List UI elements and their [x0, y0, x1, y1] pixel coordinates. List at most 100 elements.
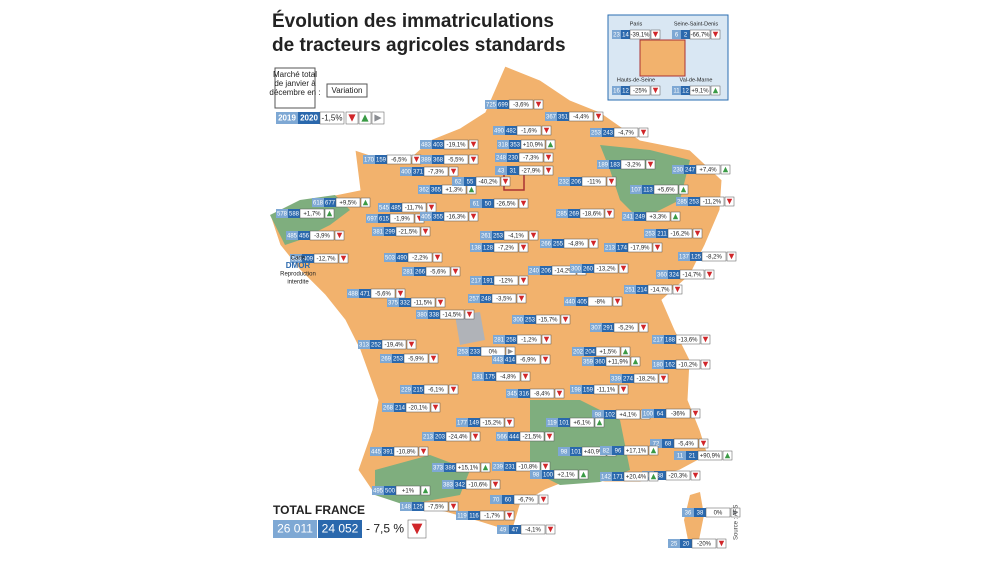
variation: -10,8%: [396, 450, 416, 456]
title-line: de tracteurs agricoles standards: [272, 35, 566, 56]
variation-box: [605, 356, 631, 367]
value-2019: 266: [541, 242, 552, 248]
trend-icon: [680, 186, 687, 193]
value-2019: [630, 185, 642, 194]
variation: -1,2%: [521, 338, 537, 344]
value-2019: [556, 209, 568, 218]
value-2020: 125: [691, 255, 702, 261]
variation: -5,9%: [408, 357, 424, 363]
value-2020: [318, 520, 362, 538]
trend-icon: [535, 101, 542, 108]
logo-text: interdite: [287, 280, 309, 286]
value-2020: 355: [433, 215, 444, 221]
value-2019: [610, 374, 622, 383]
variation: -19,4%: [384, 343, 404, 349]
value-2019: [416, 310, 428, 319]
value-2020: [378, 214, 390, 223]
value-2019: [472, 372, 484, 381]
value-2020: 101: [571, 450, 582, 456]
variation-box: [667, 228, 693, 239]
value-2020: [616, 243, 628, 252]
value-2020: [688, 197, 700, 206]
value-2019: [564, 297, 576, 306]
variation-box: [675, 334, 701, 345]
value-2019: 261: [481, 234, 492, 240]
value-2019: [672, 30, 681, 39]
value-2019: 360: [657, 273, 668, 279]
variation-box: [520, 139, 546, 150]
value-2019: 61: [473, 202, 480, 208]
variation: -19,1%: [446, 143, 466, 149]
value-2019: [442, 480, 454, 489]
logo-text: DMOR: [286, 261, 311, 270]
value-2019: 43: [498, 169, 505, 175]
value-2020: 405: [577, 300, 588, 306]
inset-dept-name: Val-de-Marne: [680, 77, 713, 83]
value-2020: [432, 155, 444, 164]
value-2019: 443: [493, 358, 504, 364]
value-2020: [654, 471, 666, 480]
variation-box: [595, 346, 621, 357]
value-2019: 23: [613, 33, 620, 39]
value-2020: 60: [505, 498, 512, 504]
value-2020: [469, 347, 481, 356]
value-2019: 181: [473, 375, 484, 381]
value-2019: 490: [494, 129, 505, 135]
variation: -21,5%: [398, 230, 418, 236]
trend-icon: [712, 87, 719, 94]
trend-icon: [702, 361, 709, 368]
value-2019: 232: [559, 180, 570, 186]
value-2019: 213: [605, 246, 616, 252]
value-2020: 125: [413, 505, 424, 511]
value-2019: [682, 508, 694, 517]
variation: - 7,5 %: [366, 522, 404, 536]
variation-box: [475, 176, 501, 187]
logo-text: Carte: [291, 256, 306, 262]
variation-box: [705, 507, 731, 518]
value-2020: [576, 297, 588, 306]
trend-icon: [718, 540, 725, 547]
value-2020: [570, 447, 582, 456]
value-2020: [570, 177, 582, 186]
value-2019: 362: [419, 188, 430, 194]
variation: 0%: [489, 350, 498, 356]
value-2020: 482: [506, 129, 517, 135]
value-2020: [392, 354, 404, 363]
value-2019: [495, 153, 507, 162]
value-2019: [597, 160, 609, 169]
variation: -27,9%: [521, 169, 541, 175]
value-2020: [684, 165, 696, 174]
value-2020: [492, 231, 504, 240]
value-2020: [508, 432, 520, 441]
variation: -14,7%: [682, 273, 702, 279]
variation-box: [689, 29, 711, 40]
value-2020: [594, 357, 606, 366]
trend-icon: [336, 232, 343, 239]
variation-box: [581, 176, 607, 187]
variation: -1,5%: [322, 114, 343, 123]
value-2020: [602, 323, 614, 332]
value-2019: [512, 315, 524, 324]
value-2019: [644, 229, 656, 238]
total-label: TOTAL FRANCE: [273, 503, 365, 517]
variation: -20,3%: [668, 474, 688, 480]
value-2020: 191: [483, 279, 494, 285]
value-2020: [582, 264, 594, 273]
value-2020: [568, 209, 580, 218]
value-2020: [384, 486, 396, 495]
variation-box: [423, 501, 449, 512]
trend-icon: [470, 141, 477, 148]
value-2019: 483: [421, 143, 432, 149]
variation-box: [629, 29, 651, 40]
value-2020: [557, 112, 569, 121]
trend-icon: [692, 410, 699, 417]
variation-box: [673, 438, 699, 449]
value-2019: [380, 354, 392, 363]
variation: -21,5%: [522, 435, 542, 441]
value-2019: 180: [653, 363, 664, 369]
value-2019: 300: [513, 318, 524, 324]
value-2020: [664, 335, 676, 344]
value-2020: [681, 86, 690, 95]
value-2020: 403: [433, 143, 444, 149]
value-2019: 375: [388, 301, 399, 307]
